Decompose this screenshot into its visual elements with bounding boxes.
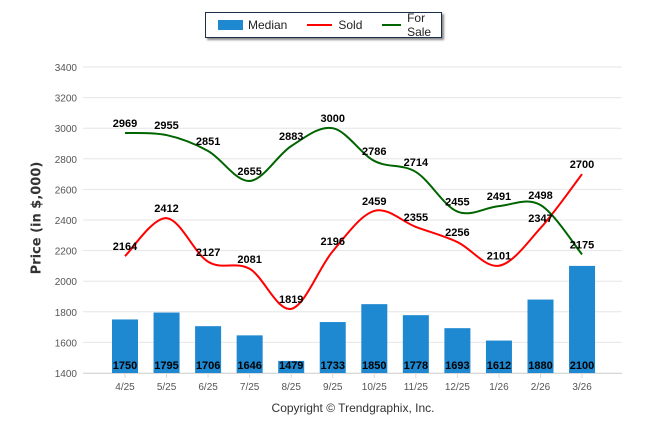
y-tick-label: 2600 bbox=[55, 185, 78, 196]
bar-data-label: 1706 bbox=[196, 360, 220, 372]
bar-median bbox=[527, 299, 554, 373]
x-tick-label: 1/26 bbox=[489, 382, 509, 393]
point-label-sold: 2196 bbox=[321, 236, 345, 248]
point-label-for-sale: 2851 bbox=[196, 136, 220, 148]
point-label-sold: 2347 bbox=[528, 213, 552, 225]
x-tick-label: 6/25 bbox=[198, 382, 218, 393]
point-label-for-sale: 3000 bbox=[321, 113, 345, 125]
point-label-sold: 2256 bbox=[445, 227, 469, 239]
x-tick-label: 5/25 bbox=[157, 382, 177, 393]
sold-swatch-icon bbox=[307, 24, 333, 26]
x-tick-label: 8/25 bbox=[281, 382, 301, 393]
y-tick-label: 1600 bbox=[55, 338, 78, 349]
bar-median bbox=[278, 360, 305, 373]
y-tick-label: 2200 bbox=[55, 247, 78, 258]
y-tick-label: 2000 bbox=[55, 277, 78, 288]
bar-median bbox=[236, 335, 263, 373]
legend-label-median: Median bbox=[248, 18, 288, 32]
point-label-sold: 2127 bbox=[196, 247, 220, 259]
x-tick-label: 3/26 bbox=[572, 382, 592, 393]
trend-lines bbox=[124, 126, 583, 310]
point-label-sold: 1819 bbox=[279, 294, 303, 306]
bar-data-label: 1880 bbox=[528, 360, 552, 372]
point-label-for-sale: 2175 bbox=[570, 239, 594, 251]
bar-data-label: 1693 bbox=[445, 360, 469, 372]
bar-data-label: 1750 bbox=[113, 360, 137, 372]
x-tick-label: 10/25 bbox=[362, 382, 387, 393]
bar-median bbox=[444, 328, 471, 373]
bar-median bbox=[485, 340, 512, 373]
point-label-sold: 2164 bbox=[113, 241, 138, 253]
point-label-sold: 2101 bbox=[487, 251, 511, 263]
legend-item-median[interactable]: Median bbox=[218, 18, 287, 32]
point-label-sold: 2412 bbox=[154, 203, 178, 215]
legend-item-for-sale[interactable]: For Sale bbox=[382, 11, 441, 39]
median-swatch-icon bbox=[218, 20, 243, 30]
x-tick-label: 9/25 bbox=[323, 382, 343, 393]
point-label-sold: 2459 bbox=[362, 196, 386, 208]
bar-median bbox=[195, 326, 222, 373]
x-tick-label: 12/25 bbox=[445, 382, 470, 393]
point-label-sold: 2355 bbox=[404, 212, 428, 224]
point-label-sold: 2081 bbox=[237, 254, 261, 266]
x-tick-label: 4/25 bbox=[115, 382, 135, 393]
legend-item-sold[interactable]: Sold bbox=[307, 18, 362, 32]
bar-data-label: 1778 bbox=[404, 360, 428, 372]
point-label-for-sale: 2655 bbox=[237, 166, 261, 178]
x-tick-label: 7/25 bbox=[240, 382, 260, 393]
y-tick-label: 1800 bbox=[55, 308, 78, 319]
y-tick-label: 3200 bbox=[55, 94, 78, 105]
legend-label-for-sale: For Sale bbox=[407, 11, 432, 39]
y-tick-label: 2800 bbox=[55, 155, 78, 166]
bar-data-label: 1646 bbox=[237, 360, 261, 372]
y-axis-ticks: 1400 1600 1800 2000 2200 2400 2600 2800 3000 3200… bbox=[55, 63, 78, 380]
line-for-sale bbox=[124, 126, 583, 256]
bar-data-label: 1733 bbox=[321, 360, 345, 372]
for-sale-swatch-icon bbox=[382, 24, 402, 26]
point-label-for-sale: 2491 bbox=[487, 191, 511, 203]
data-labels: 1750 1795 1706 1646 1479 1733 1850 1778 1693 1612… bbox=[113, 113, 595, 372]
bar-median bbox=[112, 319, 138, 373]
point-label-for-sale: 2883 bbox=[279, 131, 303, 143]
bar-median bbox=[319, 322, 346, 373]
bar-data-label: 2100 bbox=[570, 360, 594, 372]
y-tick-label: 2400 bbox=[55, 216, 78, 227]
point-label-for-sale: 2455 bbox=[445, 197, 469, 209]
legend: Median Sold For Sale bbox=[205, 11, 442, 39]
x-tick-label: 11/25 bbox=[404, 382, 429, 393]
y-tick-label: 3400 bbox=[55, 63, 78, 74]
line-sold bbox=[124, 173, 583, 310]
bar-median bbox=[153, 312, 180, 373]
bar-median bbox=[569, 265, 596, 373]
point-label-sold: 2700 bbox=[570, 159, 594, 171]
copyright-text: Copyright © Trendgraphix, Inc. bbox=[271, 401, 435, 415]
y-tick-label: 3000 bbox=[55, 124, 78, 135]
point-label-for-sale: 2786 bbox=[362, 146, 386, 158]
median-bars bbox=[112, 265, 596, 373]
point-label-for-sale: 2969 bbox=[113, 118, 137, 130]
point-label-for-sale: 2714 bbox=[404, 157, 429, 169]
y-axis-title: Price (in $,000) bbox=[29, 161, 45, 275]
bar-median bbox=[402, 315, 429, 373]
x-axis: 4/25 5/25 6/25 7/25 8/25 9/25 10/25 11/25 12/25 1… bbox=[83, 373, 622, 393]
x-tick-label: 2/26 bbox=[531, 382, 551, 393]
bar-data-label: 1795 bbox=[154, 360, 178, 372]
bar-data-label: 1479 bbox=[279, 360, 303, 372]
bar-data-label: 1612 bbox=[487, 360, 511, 372]
legend-label-sold: Sold bbox=[338, 18, 363, 32]
point-label-for-sale: 2955 bbox=[154, 120, 178, 132]
bar-data-label: 1850 bbox=[362, 360, 386, 372]
bar-median bbox=[361, 304, 388, 373]
y-tick-label: 1400 bbox=[55, 369, 78, 380]
point-label-for-sale: 2498 bbox=[528, 190, 552, 202]
